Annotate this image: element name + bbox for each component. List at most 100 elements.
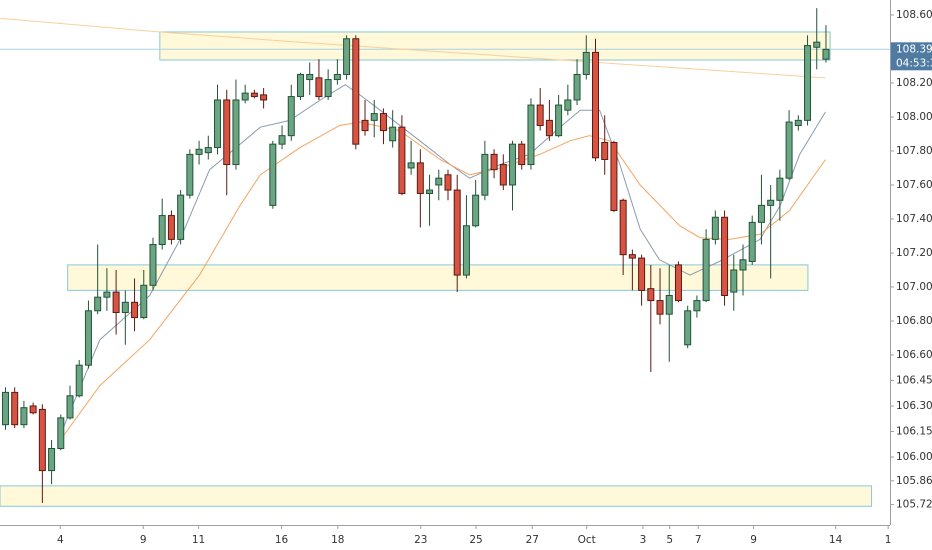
y-tick-label: 106.450 xyxy=(896,374,932,386)
candle-body xyxy=(361,119,369,132)
candle-body xyxy=(564,99,572,111)
candle-body xyxy=(1,391,9,426)
candle-body xyxy=(757,204,765,223)
y-tick-label: 106.150 xyxy=(896,425,932,437)
x-tick-label: 7 xyxy=(695,534,702,546)
x-tick-label: 9 xyxy=(750,534,757,546)
candle-body xyxy=(324,79,332,98)
moving-average xyxy=(0,17,826,79)
candle-body xyxy=(684,310,692,346)
candles xyxy=(1,8,830,503)
x-tick-label: 25 xyxy=(469,534,482,546)
y-tick-label: 107.000 xyxy=(896,281,932,293)
candle-body xyxy=(638,257,646,291)
x-tick-label: 3 xyxy=(640,534,647,546)
x-tick-label: 23 xyxy=(414,534,427,546)
last-price-label: 108.398 xyxy=(896,43,932,55)
y-tick-label: 105.720 xyxy=(896,499,932,511)
candle-body xyxy=(822,48,830,60)
candle-body xyxy=(29,405,37,414)
candle-body xyxy=(665,294,673,315)
candle-body xyxy=(241,92,249,101)
x-tick-label: 18 xyxy=(331,534,344,546)
candle-body xyxy=(232,99,240,166)
candle-body xyxy=(647,288,655,302)
candle-body xyxy=(767,199,775,206)
candle-body xyxy=(804,45,812,121)
candle-body xyxy=(370,113,378,121)
candle-body xyxy=(398,126,406,194)
candle-body xyxy=(186,153,194,196)
candle-body xyxy=(333,73,341,81)
x-tick-label: 16 xyxy=(275,534,289,546)
candle-body xyxy=(260,94,268,101)
candle-body xyxy=(527,104,535,166)
x-tick-label: 11 xyxy=(192,534,205,546)
zone xyxy=(67,264,809,291)
countdown-label: 04:53:37 xyxy=(896,57,932,69)
candle-body xyxy=(481,153,489,196)
candle-body xyxy=(204,147,212,154)
candle-body xyxy=(214,99,222,149)
candle-body xyxy=(453,189,461,276)
candle-body xyxy=(94,296,102,312)
candle-body xyxy=(674,264,682,302)
candle-body xyxy=(57,417,65,449)
candle-body xyxy=(223,99,231,166)
candle-body xyxy=(84,310,92,366)
candle-body xyxy=(785,121,793,179)
candle-body xyxy=(628,254,636,259)
candle-body xyxy=(167,215,175,240)
candle-body xyxy=(794,119,802,126)
candle-body xyxy=(776,177,784,201)
candle-body xyxy=(149,243,157,286)
candle-body xyxy=(435,177,443,186)
candle-body xyxy=(748,221,756,262)
candle-body xyxy=(490,153,498,171)
zone xyxy=(0,485,873,507)
y-tick-label: 107.400 xyxy=(896,213,932,225)
candle-body xyxy=(518,143,526,166)
candle-body xyxy=(296,73,304,98)
candle-body xyxy=(730,269,738,293)
candle-body xyxy=(601,141,609,160)
candle-body xyxy=(112,291,120,313)
y-tick-label: 106.800 xyxy=(896,315,932,327)
candle-body xyxy=(591,51,599,159)
candle-body xyxy=(619,199,627,256)
candle-body xyxy=(702,238,710,302)
candle-body xyxy=(352,38,360,145)
candle-body xyxy=(379,113,387,132)
y-tick-label: 107.600 xyxy=(896,179,932,191)
y-tick-label: 106.300 xyxy=(896,400,932,412)
candle-body xyxy=(278,135,286,145)
y-tick-label: 107.200 xyxy=(896,247,932,259)
candle-body xyxy=(582,51,590,75)
candle-body xyxy=(177,194,185,240)
candle-body xyxy=(315,77,323,98)
last-price-badge xyxy=(891,42,932,71)
candle-body xyxy=(11,391,19,426)
x-tick-label: 5 xyxy=(666,534,673,546)
labels: 108.600 108.200 108.000 107.800 107.600 107.4… xyxy=(57,9,932,546)
candle-body xyxy=(536,104,544,126)
y-tick-label: 108.000 xyxy=(896,111,932,123)
y-tick-label: 106.000 xyxy=(896,451,932,463)
candle-body xyxy=(140,284,148,319)
candle-body xyxy=(444,174,452,191)
candle-body xyxy=(131,301,139,319)
candle-body xyxy=(306,73,314,81)
y-tick-label: 105.860 xyxy=(896,475,932,487)
candle-body xyxy=(195,148,203,155)
candle-body xyxy=(555,104,563,137)
candle-body xyxy=(462,225,470,276)
candle-body xyxy=(66,395,74,419)
candle-body xyxy=(739,259,747,271)
candle-body xyxy=(121,301,129,313)
candle-body xyxy=(287,96,295,137)
candle-body xyxy=(711,216,719,240)
candle-body xyxy=(656,300,664,315)
x-tick-label: Oct xyxy=(578,534,596,546)
candle-body xyxy=(813,41,821,48)
